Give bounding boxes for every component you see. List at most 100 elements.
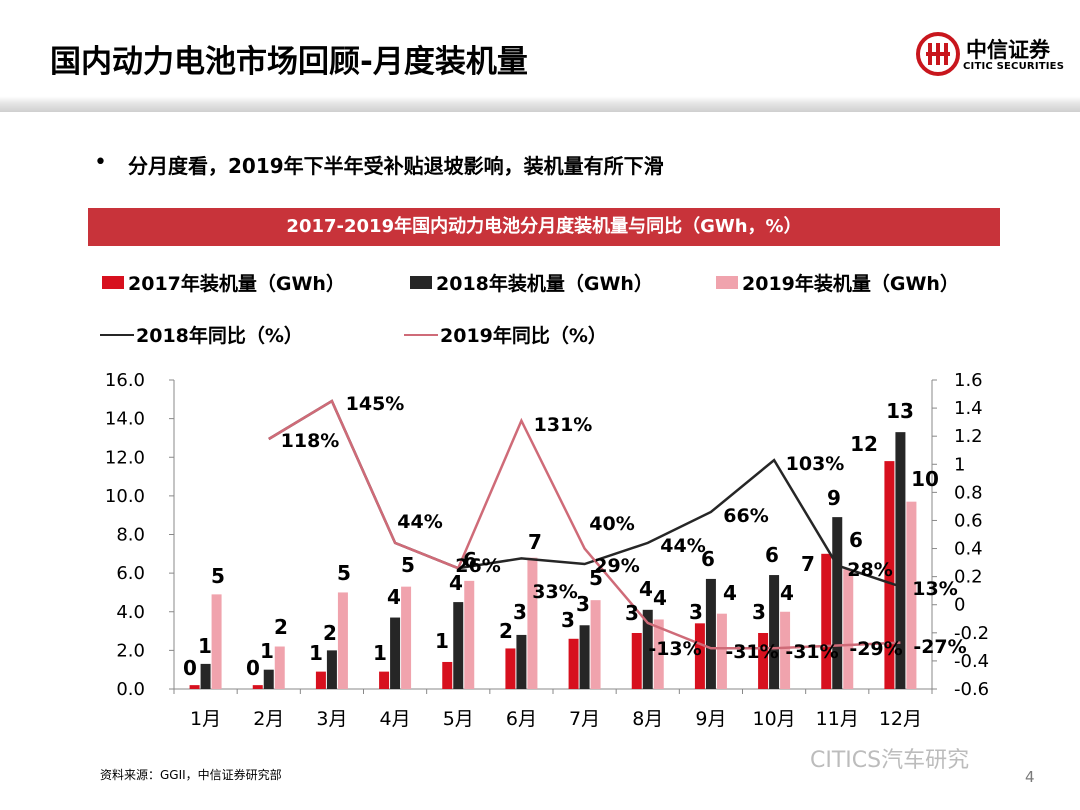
citic-logo-icon bbox=[916, 32, 960, 76]
line-2018-data-label: 103% bbox=[786, 453, 845, 475]
bar-2017 bbox=[631, 632, 642, 689]
line-2019-data-label: 40% bbox=[589, 513, 634, 535]
watermark: CITICS汽车研究 bbox=[810, 748, 970, 773]
y-right-tick-label: -0.6 bbox=[954, 679, 989, 700]
header-bar bbox=[0, 0, 1080, 112]
line-2018-data-label: 44% bbox=[397, 511, 442, 533]
bar-data-label: 13 bbox=[886, 399, 914, 423]
legend-label-2018: 2018年装机量（GWh） bbox=[436, 273, 653, 295]
x-tick-label: 4月 bbox=[380, 708, 411, 730]
line-2018-data-label: 33% bbox=[532, 581, 577, 603]
bar-2017 bbox=[189, 685, 200, 689]
bar-2017 bbox=[505, 648, 516, 689]
bar-2017 bbox=[252, 685, 263, 689]
logo-text-cn: 中信证券 bbox=[966, 38, 1050, 62]
x-tick-label: 1月 bbox=[190, 708, 221, 730]
bar-2019 bbox=[843, 569, 854, 689]
chart-title-banner: 2017-2019年国内动力电池分月度装机量与同比（GWh，%） bbox=[88, 208, 1000, 246]
page-number: 4 bbox=[1025, 768, 1035, 786]
line-yoy-2019 bbox=[268, 399, 901, 650]
y-left-tick-label: 16.0 bbox=[105, 370, 145, 391]
bar-2018 bbox=[326, 650, 337, 689]
bar-2018 bbox=[895, 432, 906, 689]
x-tick-label: 8月 bbox=[632, 708, 663, 730]
bar-2017 bbox=[315, 671, 326, 689]
bar-2019 bbox=[906, 501, 917, 689]
bar-data-label: 9 bbox=[827, 486, 841, 510]
bar-data-label: 5 bbox=[589, 566, 603, 590]
bar-2019 bbox=[211, 594, 222, 689]
legend-yoy-2018: 2018年同比（%） bbox=[100, 321, 303, 348]
line-2018-data-label: 28% bbox=[847, 559, 892, 581]
y-left-tick-label: 10.0 bbox=[105, 486, 145, 507]
legend-label-yoy-2019: 2019年同比（%） bbox=[440, 325, 607, 347]
bar-2019 bbox=[527, 557, 538, 689]
y-left-tick-label: 14.0 bbox=[105, 409, 145, 430]
y-right-tick-label: 0.8 bbox=[954, 482, 983, 503]
legend-line-2018 bbox=[100, 334, 134, 336]
line-2018-data-label: 44% bbox=[660, 535, 705, 557]
bar-data-label: 4 bbox=[449, 571, 463, 595]
bar-data-label: 10 bbox=[911, 467, 939, 491]
bar-2017 bbox=[758, 632, 769, 689]
x-tick-label: 2月 bbox=[253, 708, 284, 730]
line-2018-data-label: 145% bbox=[346, 393, 405, 415]
bar-data-label: 12 bbox=[850, 432, 878, 456]
line-2018-data-label: 118% bbox=[281, 430, 340, 452]
legend-swatch-2019 bbox=[716, 276, 738, 289]
bar-data-label: 3 bbox=[513, 600, 527, 624]
bullet-marker: • bbox=[94, 150, 107, 175]
logo-text-en: CITIC SECURITIES bbox=[963, 61, 1065, 72]
bar-data-label: 2 bbox=[274, 615, 288, 639]
legend-2019: 2019年装机量（GWh） bbox=[716, 269, 959, 296]
y-left-tick-label: 6.0 bbox=[116, 563, 145, 584]
bar-2017 bbox=[568, 638, 579, 689]
bar-2019 bbox=[716, 613, 727, 689]
x-tick-label: 5月 bbox=[443, 708, 474, 730]
line-2019-data-label: -29% bbox=[849, 638, 902, 660]
bar-data-label: 4 bbox=[653, 586, 667, 610]
x-tick-label: 10月 bbox=[752, 708, 795, 730]
bar-2018 bbox=[200, 663, 211, 689]
legend-swatch-2017 bbox=[102, 276, 124, 289]
bar-data-label: 3 bbox=[625, 601, 639, 625]
line-2018-data-label: 13% bbox=[912, 578, 957, 600]
bar-2018 bbox=[579, 625, 590, 689]
bar-2019 bbox=[780, 611, 791, 689]
legend-2018: 2018年装机量（GWh） bbox=[410, 269, 653, 296]
line-2018-data-label: 66% bbox=[723, 505, 768, 527]
bar-2017 bbox=[884, 461, 895, 689]
bar-data-label: 7 bbox=[801, 552, 815, 576]
y-left-tick-label: 12.0 bbox=[105, 447, 145, 468]
x-tick-label: 6月 bbox=[506, 708, 537, 730]
bar-2018 bbox=[516, 634, 527, 689]
bar-data-label: 1 bbox=[435, 629, 449, 653]
bar-2019 bbox=[464, 580, 475, 689]
y-left-tick-label: 0.0 bbox=[116, 679, 145, 700]
bar-2017 bbox=[379, 671, 390, 689]
line-2019-data-label: 131% bbox=[534, 414, 593, 436]
bar-2017 bbox=[442, 661, 453, 689]
bar-2018 bbox=[832, 517, 843, 689]
source-note: 资料来源：GGII，中信证券研究部 bbox=[100, 768, 282, 782]
bar-2019 bbox=[337, 592, 348, 689]
bar-data-label: 4 bbox=[387, 585, 401, 609]
y-right-tick-label: 1.6 bbox=[954, 370, 983, 391]
bar-data-label: 2 bbox=[499, 619, 513, 643]
bar-2017 bbox=[821, 553, 832, 689]
line-2019-data-label: -31% bbox=[725, 641, 778, 663]
legend-yoy-2019: 2019年同比（%） bbox=[404, 321, 607, 348]
x-tick-label: 7月 bbox=[569, 708, 600, 730]
bar-2019 bbox=[590, 600, 601, 689]
y-right-tick-label: 0.2 bbox=[954, 567, 983, 588]
bar-data-label: 1 bbox=[309, 641, 323, 665]
bar-2019 bbox=[653, 619, 664, 689]
bar-data-label: 3 bbox=[576, 592, 590, 616]
y-left-tick-label: 4.0 bbox=[116, 602, 145, 623]
bar-2019 bbox=[274, 646, 285, 689]
bar-data-label: 6 bbox=[701, 547, 715, 571]
bar-data-label: 1 bbox=[373, 641, 387, 665]
y-right-tick-label: 0.6 bbox=[954, 510, 983, 531]
bar-2018 bbox=[769, 575, 780, 689]
line-2018-data-label: 26% bbox=[455, 555, 500, 577]
